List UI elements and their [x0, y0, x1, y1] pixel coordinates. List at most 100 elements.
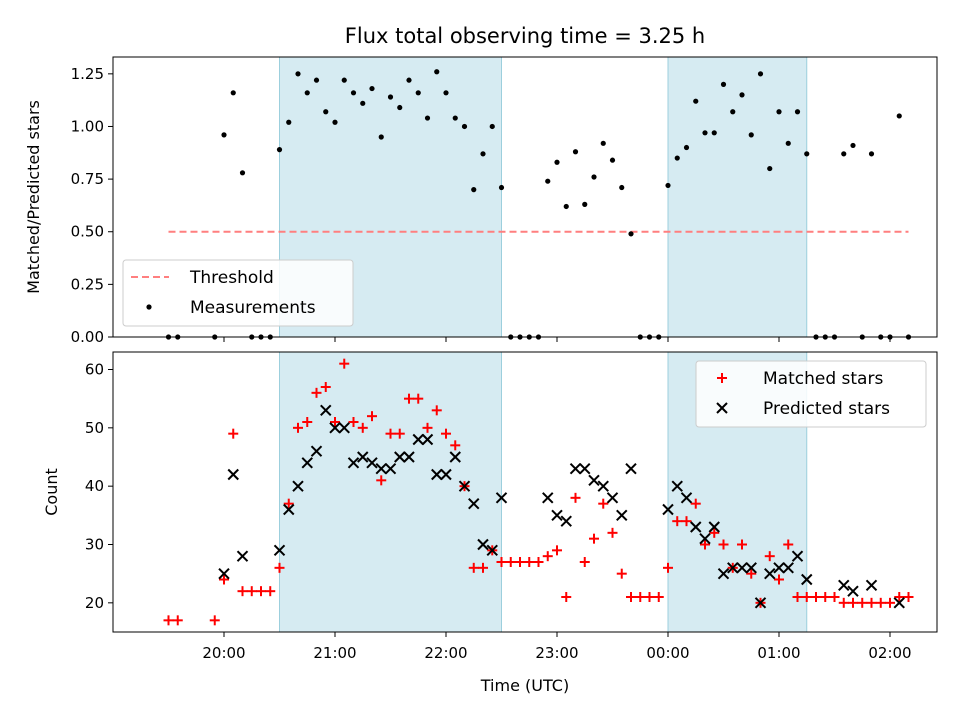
matched-stars-point — [792, 592, 803, 602]
predicted-stars-point — [597, 480, 609, 492]
legend-swatch — [717, 373, 727, 383]
y-tick-label: 0.50 — [71, 223, 104, 241]
matched-stars-point — [848, 597, 858, 608]
legend-swatch — [146, 304, 152, 310]
predicted-stars-point — [569, 462, 582, 475]
predicted-stars-point — [366, 457, 378, 469]
matched-stars-point — [496, 557, 507, 567]
matched-stars-point — [256, 586, 266, 597]
matched-stars-point — [579, 557, 590, 567]
measurement-point — [304, 90, 310, 96]
matched-stars-point — [302, 417, 313, 427]
matched-stars-point — [274, 562, 285, 573]
matched-stars-point — [857, 597, 868, 608]
matched-stars-point — [709, 527, 720, 538]
predicted-stars-point — [486, 544, 498, 557]
measurement-point — [239, 170, 246, 176]
measurement-point — [572, 149, 579, 155]
matched-stars-point — [163, 615, 174, 626]
legend: Threshold Measurements — [122, 259, 354, 327]
x-tick-label: 20:00 — [202, 644, 245, 662]
predicted-stars-point — [560, 515, 572, 527]
legend-entry: Matched stars — [717, 369, 883, 389]
measurement-point — [693, 98, 699, 104]
y-tick-label: 30 — [85, 536, 104, 554]
matched-stars-point — [598, 498, 609, 509]
predicted-stars-point — [764, 567, 776, 580]
matched-stars-point — [237, 586, 248, 597]
measurement-point — [582, 201, 588, 207]
measurement-point — [619, 184, 625, 191]
measurement-point — [276, 147, 283, 153]
predicted-stars-point — [338, 422, 350, 434]
predicted-stars-point — [727, 562, 739, 574]
matched-stars-point — [811, 592, 821, 602]
matched-stars-point — [607, 527, 618, 538]
legend-entry: Predicted stars — [716, 399, 890, 419]
predicted-stars-point — [736, 562, 748, 574]
measurement-point — [415, 90, 421, 96]
matched-stars-point — [450, 440, 461, 451]
legend-entry: Threshold — [131, 268, 274, 288]
matched-stars-point — [468, 562, 479, 573]
matched-stars-point — [172, 615, 183, 626]
predicted-stars-point — [662, 503, 674, 516]
matched-stars-point — [283, 498, 294, 509]
matched-stars-point — [422, 422, 433, 433]
measurement-point — [461, 123, 468, 130]
x-tick-label: 02:00 — [868, 644, 911, 662]
predicted-stars-point — [477, 538, 489, 551]
predicted-stars-point — [431, 468, 443, 481]
measurement-point — [332, 119, 338, 125]
matched-stars-point — [505, 557, 516, 567]
predicted-stars-point — [773, 562, 785, 574]
matched-stars-point — [515, 557, 525, 567]
legend-label: Measurements — [190, 298, 316, 318]
predicted-stars-point — [440, 468, 452, 481]
matched-stars-point — [764, 551, 775, 562]
measurement-point — [387, 94, 394, 100]
x-axis-label: Time (UTC) — [480, 676, 569, 695]
matched-stars-point — [441, 428, 451, 439]
matched-stars-point — [209, 615, 220, 626]
measurement-point — [554, 159, 560, 165]
legend-label: Matched stars — [763, 369, 883, 389]
matched-stars-point — [737, 539, 747, 550]
predicted-stars-point — [468, 497, 480, 510]
measurement-point — [350, 90, 357, 96]
matched-stars-point — [524, 557, 535, 567]
measurement-point — [341, 77, 347, 83]
predicted-stars-point — [782, 562, 794, 574]
matched-stars-point — [616, 568, 627, 579]
matched-stars-point — [663, 562, 673, 573]
matched-stars-point — [885, 597, 895, 608]
measurement-point — [471, 187, 477, 193]
matched-stars-point — [783, 539, 794, 550]
measurement-point — [776, 109, 782, 115]
predicted-stars-point — [236, 550, 249, 562]
measurement-point — [794, 109, 801, 115]
y-tick-label: 60 — [85, 361, 104, 379]
measurement-point — [785, 140, 791, 146]
matched-stars-point — [718, 539, 729, 550]
matched-stars-point — [626, 592, 636, 602]
legend-box — [122, 259, 354, 327]
matched-stars-point — [246, 586, 257, 597]
matched-stars-point — [311, 387, 322, 398]
matched-stars-point — [533, 557, 544, 567]
y-tick-label: 20 — [85, 594, 104, 612]
bottom-panel: 20 30 40 50 60 20:00 21:00 22:00 23:00 00:00 01:00… — [85, 351, 938, 662]
matched-stars-point — [413, 393, 424, 404]
matched-stars-point — [635, 592, 646, 602]
measurement-point — [378, 134, 384, 140]
predicted-stars-point — [283, 503, 295, 516]
measurement-point — [683, 144, 690, 151]
x-tick-label: 00:00 — [646, 644, 689, 662]
matched-stars-point — [394, 428, 405, 439]
predicted-stars-point — [616, 509, 628, 522]
top-y-axis-label: Matched/Predicted stars — [24, 100, 43, 294]
measurement-point — [804, 151, 810, 157]
bottom-y-axis-label: Count — [42, 468, 61, 516]
measurement-point — [609, 157, 616, 163]
